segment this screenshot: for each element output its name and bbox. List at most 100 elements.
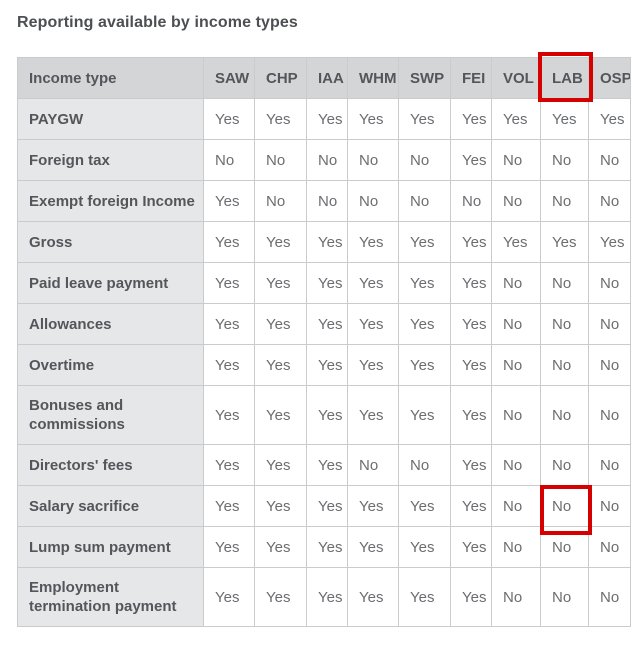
- value-cell-salary-sacrifice-saw: Yes: [203, 485, 255, 527]
- row-label: Salary sacrifice: [17, 485, 204, 527]
- row-label: Gross: [17, 221, 204, 263]
- page-title: Reporting available by income types: [17, 14, 298, 31]
- table-row-bonuses-and-commissions: Bonuses and commissions Yes Yes Yes Yes Yes Ye…: [17, 385, 631, 445]
- value-cell-overtime-whm: Yes: [347, 344, 399, 386]
- value-cell-overtime-iaa: Yes: [306, 344, 348, 386]
- value-cell-salary-sacrifice-iaa: Yes: [306, 485, 348, 527]
- value-cell-lump-sum-payment-whm: Yes: [347, 526, 399, 568]
- value-cell-paid-leave-payment-iaa: Yes: [306, 262, 348, 304]
- value-cell-foreign-tax-swp: No: [398, 139, 451, 181]
- value-cell-bonuses-and-commissions-chp: Yes: [254, 385, 307, 445]
- value-cell-bonuses-and-commissions-iaa: Yes: [306, 385, 348, 445]
- value-cell-employment-termination-payment-iaa: Yes: [306, 567, 348, 627]
- value-cell-paygw-chp: Yes: [254, 98, 307, 140]
- value-cell-lump-sum-payment-fei: Yes: [450, 526, 492, 568]
- value-cell-gross-saw: Yes: [203, 221, 255, 263]
- value-cell-salary-sacrifice-osp: No: [588, 485, 631, 527]
- value-cell-allowances-chp: Yes: [254, 303, 307, 345]
- value-cell-directors-fees-vol: No: [491, 444, 541, 486]
- row-label: Paid leave payment: [17, 262, 204, 304]
- row-label: Directors' fees: [17, 444, 204, 486]
- value-cell-gross-osp: Yes: [588, 221, 631, 263]
- column-header-lab: LAB: [540, 57, 589, 99]
- table-row-gross: Gross Yes Yes Yes Yes Yes Yes Yes Yes Yes: [17, 221, 631, 263]
- value-cell-paid-leave-payment-fei: Yes: [450, 262, 492, 304]
- value-cell-overtime-swp: Yes: [398, 344, 451, 386]
- value-cell-gross-fei: Yes: [450, 221, 492, 263]
- value-cell-employment-termination-payment-vol: No: [491, 567, 541, 627]
- row-label: Lump sum payment: [17, 526, 204, 568]
- value-cell-employment-termination-payment-fei: Yes: [450, 567, 492, 627]
- column-header-income-type: Income type: [17, 57, 204, 99]
- value-cell-paygw-swp: Yes: [398, 98, 451, 140]
- value-cell-employment-termination-payment-chp: Yes: [254, 567, 307, 627]
- value-cell-exempt-foreign-income-vol: No: [491, 180, 541, 222]
- value-cell-exempt-foreign-income-chp: No: [254, 180, 307, 222]
- value-cell-exempt-foreign-income-whm: No: [347, 180, 399, 222]
- value-cell-lump-sum-payment-lab: No: [540, 526, 589, 568]
- value-cell-directors-fees-fei: Yes: [450, 444, 492, 486]
- value-cell-allowances-whm: Yes: [347, 303, 399, 345]
- value-cell-paygw-fei: Yes: [450, 98, 492, 140]
- row-label: Exempt foreign Income: [17, 180, 204, 222]
- value-cell-foreign-tax-iaa: No: [306, 139, 348, 181]
- value-cell-paygw-iaa: Yes: [306, 98, 348, 140]
- value-cell-directors-fees-whm: No: [347, 444, 399, 486]
- value-cell-bonuses-and-commissions-fei: Yes: [450, 385, 492, 445]
- value-cell-paid-leave-payment-saw: Yes: [203, 262, 255, 304]
- row-label: Bonuses and commissions: [17, 385, 204, 445]
- value-cell-overtime-lab: No: [540, 344, 589, 386]
- row-label: Foreign tax: [17, 139, 204, 181]
- value-cell-gross-vol: Yes: [491, 221, 541, 263]
- value-cell-foreign-tax-osp: No: [588, 139, 631, 181]
- table-row-employment-termination-payment: Employment termination payment Yes Yes Yes Y…: [17, 567, 631, 627]
- value-cell-overtime-chp: Yes: [254, 344, 307, 386]
- table-header: Income type SAW CHP IAA WHM SWP FEI VOL LAB OSP: [17, 57, 631, 99]
- value-cell-paid-leave-payment-chp: Yes: [254, 262, 307, 304]
- value-cell-paygw-saw: Yes: [203, 98, 255, 140]
- value-cell-bonuses-and-commissions-swp: Yes: [398, 385, 451, 445]
- value-cell-gross-chp: Yes: [254, 221, 307, 263]
- value-cell-lump-sum-payment-osp: No: [588, 526, 631, 568]
- value-cell-exempt-foreign-income-osp: No: [588, 180, 631, 222]
- value-cell-paygw-whm: Yes: [347, 98, 399, 140]
- table-row-directors-fees: Directors' fees Yes Yes Yes No No Yes No No No: [17, 444, 631, 486]
- value-cell-overtime-osp: No: [588, 344, 631, 386]
- value-cell-paid-leave-payment-swp: Yes: [398, 262, 451, 304]
- value-cell-allowances-osp: No: [588, 303, 631, 345]
- value-cell-directors-fees-swp: No: [398, 444, 451, 486]
- value-cell-gross-whm: Yes: [347, 221, 399, 263]
- value-cell-exempt-foreign-income-iaa: No: [306, 180, 348, 222]
- value-cell-bonuses-and-commissions-lab: No: [540, 385, 589, 445]
- value-cell-bonuses-and-commissions-whm: Yes: [347, 385, 399, 445]
- value-cell-employment-termination-payment-swp: Yes: [398, 567, 451, 627]
- value-cell-lump-sum-payment-saw: Yes: [203, 526, 255, 568]
- value-cell-allowances-swp: Yes: [398, 303, 451, 345]
- value-cell-allowances-iaa: Yes: [306, 303, 348, 345]
- table-row-salary-sacrifice: Salary sacrifice Yes Yes Yes Yes Yes Yes No No No: [17, 485, 631, 527]
- value-cell-foreign-tax-vol: No: [491, 139, 541, 181]
- value-cell-allowances-saw: Yes: [203, 303, 255, 345]
- value-cell-exempt-foreign-income-lab: No: [540, 180, 589, 222]
- value-cell-foreign-tax-chp: No: [254, 139, 307, 181]
- value-cell-bonuses-and-commissions-vol: No: [491, 385, 541, 445]
- column-header-vol: VOL: [491, 57, 541, 99]
- value-cell-allowances-fei: Yes: [450, 303, 492, 345]
- value-cell-employment-termination-payment-whm: Yes: [347, 567, 399, 627]
- table-row-exempt-foreign-income: Exempt foreign Income Yes No No No No No No No No: [17, 180, 631, 222]
- value-cell-directors-fees-lab: No: [540, 444, 589, 486]
- value-cell-bonuses-and-commissions-saw: Yes: [203, 385, 255, 445]
- income-types-table: Income type SAW CHP IAA WHM SWP FEI VOL LAB OSP P…: [17, 57, 631, 627]
- table-header-row: Income type SAW CHP IAA WHM SWP FEI VOL LAB OSP: [17, 57, 631, 99]
- value-cell-directors-fees-osp: No: [588, 444, 631, 486]
- column-header-osp: OSP: [588, 57, 631, 99]
- value-cell-paygw-lab: Yes: [540, 98, 589, 140]
- value-cell-foreign-tax-saw: No: [203, 139, 255, 181]
- value-cell-lump-sum-payment-swp: Yes: [398, 526, 451, 568]
- value-cell-gross-swp: Yes: [398, 221, 451, 263]
- value-cell-gross-iaa: Yes: [306, 221, 348, 263]
- table-row-foreign-tax: Foreign tax No No No No No Yes No No No: [17, 139, 631, 181]
- value-cell-salary-sacrifice-vol: No: [491, 485, 541, 527]
- column-header-chp: CHP: [254, 57, 307, 99]
